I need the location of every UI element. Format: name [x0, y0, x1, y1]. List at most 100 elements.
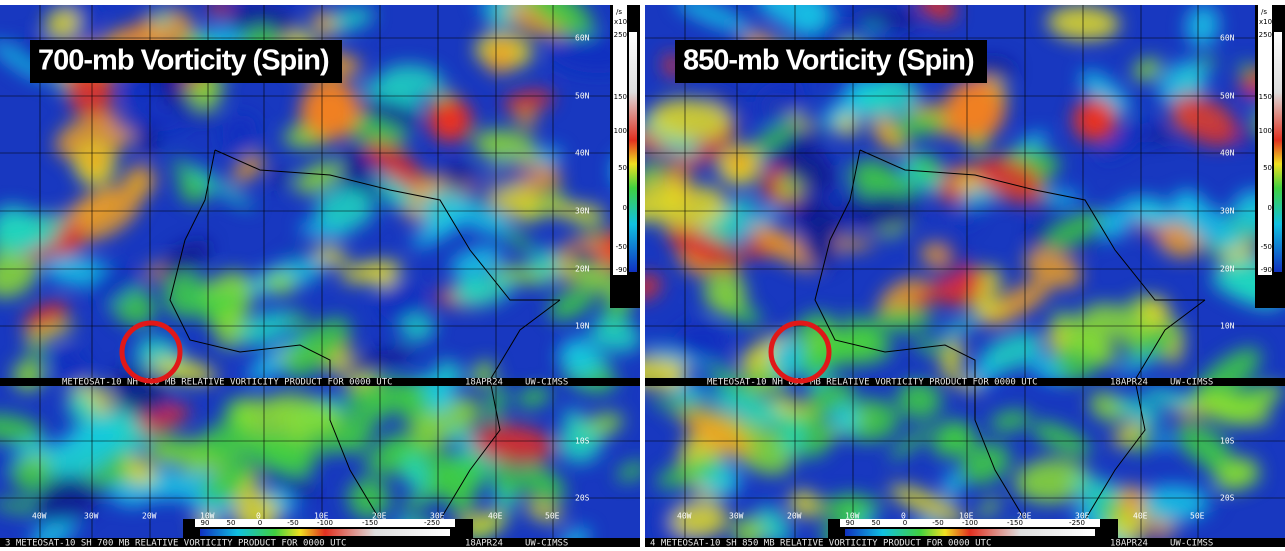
colorbar-tick: -90: [1261, 266, 1272, 274]
field-blob: [754, 79, 805, 124]
field-peak: [300, 80, 360, 140]
sh-source: UW-CIMSS: [1170, 539, 1213, 548]
field-blob: [524, 501, 564, 522]
lat-label: 10N: [1220, 322, 1235, 331]
field-blob: [172, 159, 189, 175]
lat-label: 20N: [575, 265, 590, 274]
field-blob: [210, 464, 225, 478]
field-blob: [970, 300, 1007, 317]
field-blob: [937, 316, 982, 339]
lat-label: 10S: [1220, 437, 1235, 446]
field-blob: [953, 173, 982, 191]
field-blob: [1112, 421, 1145, 447]
title-box: [30, 40, 342, 83]
colorbar: [629, 32, 637, 272]
field-blob: [200, 473, 247, 502]
lon-label: 50E: [545, 512, 560, 521]
colorbar: [845, 529, 1095, 536]
colorbar-tick: 150: [1259, 93, 1272, 101]
field-blob: [1024, 249, 1082, 288]
colorbar-tick: 0: [258, 519, 262, 527]
lat-label: 60N: [575, 34, 590, 43]
field-blob: [1142, 297, 1171, 328]
colorbar-scale: x10-6: [614, 18, 635, 26]
field-blob: [843, 313, 885, 341]
colorbar-panel: [840, 519, 1100, 527]
lat-label: 30N: [1220, 207, 1235, 216]
field-blob: [283, 317, 351, 378]
field-blob: [739, 332, 792, 370]
colorbar-tick: -150: [362, 519, 378, 527]
colorbar: [1274, 32, 1282, 272]
lon-label: 10W: [200, 512, 215, 521]
colorbar-panel: [613, 5, 627, 275]
colorbar-tick: 50: [1263, 164, 1272, 172]
colorbar-tick: 90: [201, 519, 210, 527]
field-blob: [1170, 94, 1239, 147]
sh-source: UW-CIMSS: [525, 539, 568, 548]
field-blob: [806, 210, 843, 235]
caption-strip: [0, 378, 640, 386]
lon-label: 10E: [959, 512, 974, 521]
lat-label: 50N: [575, 92, 590, 101]
colorbar-tick: 100: [1259, 127, 1272, 135]
field-blob: [1080, 70, 1131, 115]
colorbar-tick: 0: [623, 204, 627, 212]
lon-label: 0: [256, 512, 261, 521]
field-blob: [153, 10, 171, 27]
field-blob: [836, 493, 867, 525]
field-blob: [980, 331, 1042, 374]
lon-label: 30E: [1075, 512, 1090, 521]
field-blob: [239, 310, 292, 346]
field-blob: [473, 129, 539, 164]
lon-label: 40E: [1133, 512, 1148, 521]
lon-label: 10E: [314, 512, 329, 521]
field-blob: [516, 109, 537, 129]
top-border: [0, 0, 640, 5]
lon-label: 20E: [1017, 512, 1032, 521]
field-blob: [942, 339, 964, 372]
field-blob: [200, 424, 241, 463]
field-blob: [486, 383, 506, 423]
lon-label: 40E: [488, 512, 503, 521]
field-blob: [336, 436, 368, 453]
lon-label: 30W: [84, 512, 99, 521]
field-blob: [347, 477, 391, 520]
nh-caption: METEOSAT-10 NH 700 MB RELATIVE VORTICITY…: [62, 378, 393, 388]
field-peak: [87, 154, 103, 170]
field-blob: [767, 131, 838, 193]
lon-label: 40W: [677, 512, 692, 521]
panel: METEOSAT-10 NH 700 MB RELATIVE VORTICITY…: [0, 0, 640, 549]
field-blob: [976, 156, 1045, 204]
field-blob: [67, 391, 96, 423]
field-blob: [889, 426, 932, 460]
field-blob: [0, 414, 44, 444]
caption-strip: [645, 378, 1285, 386]
lat-label: 40N: [575, 149, 590, 158]
highlight-circle: [768, 320, 832, 384]
field-blob: [1189, 391, 1271, 426]
field-blob: [241, 433, 317, 473]
colorbar-tick: 50: [618, 164, 627, 172]
colorbar-tick: -250: [1069, 519, 1085, 527]
field-blob: [403, 452, 428, 493]
field-blob: [263, 272, 297, 295]
field-blob: [782, 419, 804, 455]
field-blob: [314, 245, 349, 266]
title-box: [675, 40, 987, 83]
field-blob: [28, 342, 47, 358]
field-blob: [315, 187, 374, 230]
field-blob: [1047, 5, 1120, 41]
colorbar-tick: -90: [616, 266, 627, 274]
field-blob: [294, 161, 344, 194]
vorticity-field: [645, 0, 1285, 547]
nh-date: 18APR24: [1110, 378, 1148, 388]
field-blob: [645, 163, 665, 186]
field-blob: [263, 466, 317, 496]
field-blob: [1193, 347, 1261, 404]
colorbar-unit: /s: [616, 8, 622, 16]
caption-strip: [0, 538, 640, 547]
field-blob: [359, 81, 403, 103]
field-peak: [945, 80, 1005, 140]
field-blob: [1031, 421, 1091, 456]
